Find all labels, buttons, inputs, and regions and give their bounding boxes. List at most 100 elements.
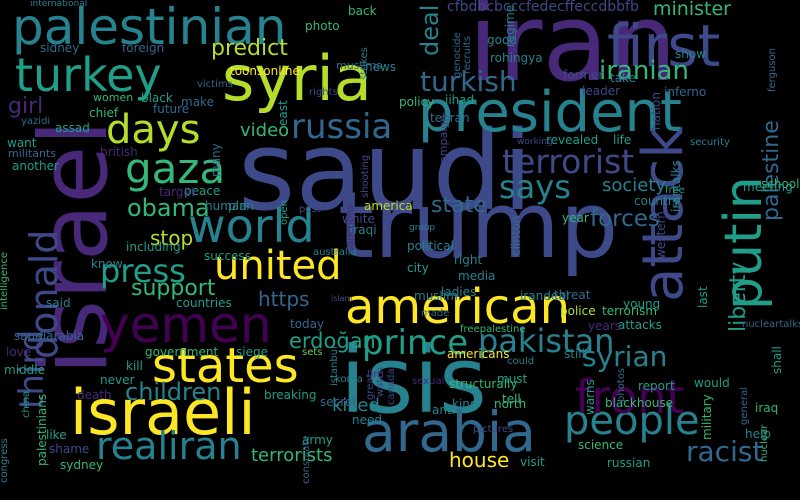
word: korea <box>335 374 363 385</box>
word: policy <box>399 95 435 109</box>
word: international <box>30 0 88 9</box>
word: chief <box>89 106 119 120</box>
word: arabia <box>362 400 536 464</box>
word: islam <box>331 294 353 303</box>
word: society <box>602 175 667 196</box>
word: sidney <box>40 41 80 55</box>
word: americans <box>447 347 510 361</box>
word: blackhouse <box>605 396 674 410</box>
word: leader <box>582 84 621 98</box>
word: good <box>487 33 517 47</box>
word: istanbul <box>329 346 340 386</box>
word: including <box>126 240 181 254</box>
word: help <box>745 427 771 441</box>
word: threat <box>554 288 591 302</box>
word: year <box>562 211 589 225</box>
word: forces <box>590 206 660 232</box>
word: iraq <box>755 401 779 415</box>
word: toonsonline <box>230 64 300 78</box>
word: attacks <box>618 318 662 332</box>
word: yemen <box>100 296 272 354</box>
word: people <box>564 398 700 444</box>
word: black <box>141 91 173 105</box>
word: russian <box>607 456 651 470</box>
word: group <box>409 223 436 233</box>
word: women <box>93 91 134 104</box>
word: genocide <box>452 32 463 78</box>
word: state <box>431 193 487 218</box>
word: predict <box>211 36 288 61</box>
word: post <box>299 204 321 215</box>
word: killed <box>332 395 380 416</box>
word: sydney <box>60 458 104 472</box>
word: nation <box>649 92 663 130</box>
word: could <box>507 356 535 367</box>
word: government <box>145 345 219 359</box>
word: turkey <box>15 48 162 102</box>
word: sanctions <box>345 204 356 252</box>
word: terrorist <box>502 142 635 181</box>
word: white <box>342 212 375 226</box>
word: human <box>205 199 247 213</box>
word: life <box>613 133 632 147</box>
word: video <box>240 120 290 141</box>
word: days <box>106 107 201 153</box>
word: photo <box>305 19 340 33</box>
word: never <box>100 373 135 387</box>
word: shame <box>49 442 90 456</box>
word: security <box>690 137 730 148</box>
word: minister <box>653 0 731 20</box>
word: north <box>494 397 527 411</box>
word: rights <box>309 87 338 98</box>
word: structurally <box>449 377 518 391</box>
word: press <box>100 252 186 290</box>
word: iranian <box>599 56 689 86</box>
word: great <box>365 373 376 400</box>
word: girl <box>8 94 44 119</box>
word: united <box>214 243 342 289</box>
word: news <box>365 60 397 74</box>
word: china <box>21 390 32 418</box>
word: another <box>12 159 59 173</box>
word: british <box>100 145 138 159</box>
word: ferguson <box>767 48 778 92</box>
word: terrorists <box>251 445 333 466</box>
word: pakistan <box>478 322 615 360</box>
word: campaign <box>437 114 450 169</box>
word: gaza <box>125 144 226 193</box>
word: east <box>276 100 290 126</box>
word: trump <box>338 172 619 279</box>
word: young <box>623 297 661 311</box>
word: watch <box>375 366 386 397</box>
word: muslims <box>336 59 382 72</box>
word: years <box>588 319 622 333</box>
word: pictures <box>473 424 514 435</box>
word: need <box>352 413 382 427</box>
word: isis <box>340 327 487 434</box>
word: made <box>421 308 450 319</box>
word: states <box>152 338 299 394</box>
word: western <box>654 211 668 259</box>
word: shall <box>770 346 784 374</box>
word: militants <box>8 147 56 160</box>
word: obama <box>127 194 210 222</box>
word: working <box>517 137 553 147</box>
word: intelligence <box>0 251 10 310</box>
word: kill <box>126 359 143 373</box>
word: want <box>7 136 37 150</box>
word: prince <box>362 323 469 363</box>
word: canada <box>386 368 397 405</box>
word: country <box>634 194 680 208</box>
word: recruits <box>462 36 473 74</box>
word: yazidi <box>21 116 51 127</box>
word: king <box>452 397 478 411</box>
word: love <box>6 345 32 359</box>
word: still <box>564 347 585 361</box>
word: school <box>761 177 800 191</box>
word: erdoğan <box>289 329 376 353</box>
word: secret <box>320 395 357 409</box>
word: target <box>159 185 196 199</box>
word: iraqi <box>350 223 377 237</box>
word: children <box>125 378 222 406</box>
word: realiran <box>96 424 242 468</box>
